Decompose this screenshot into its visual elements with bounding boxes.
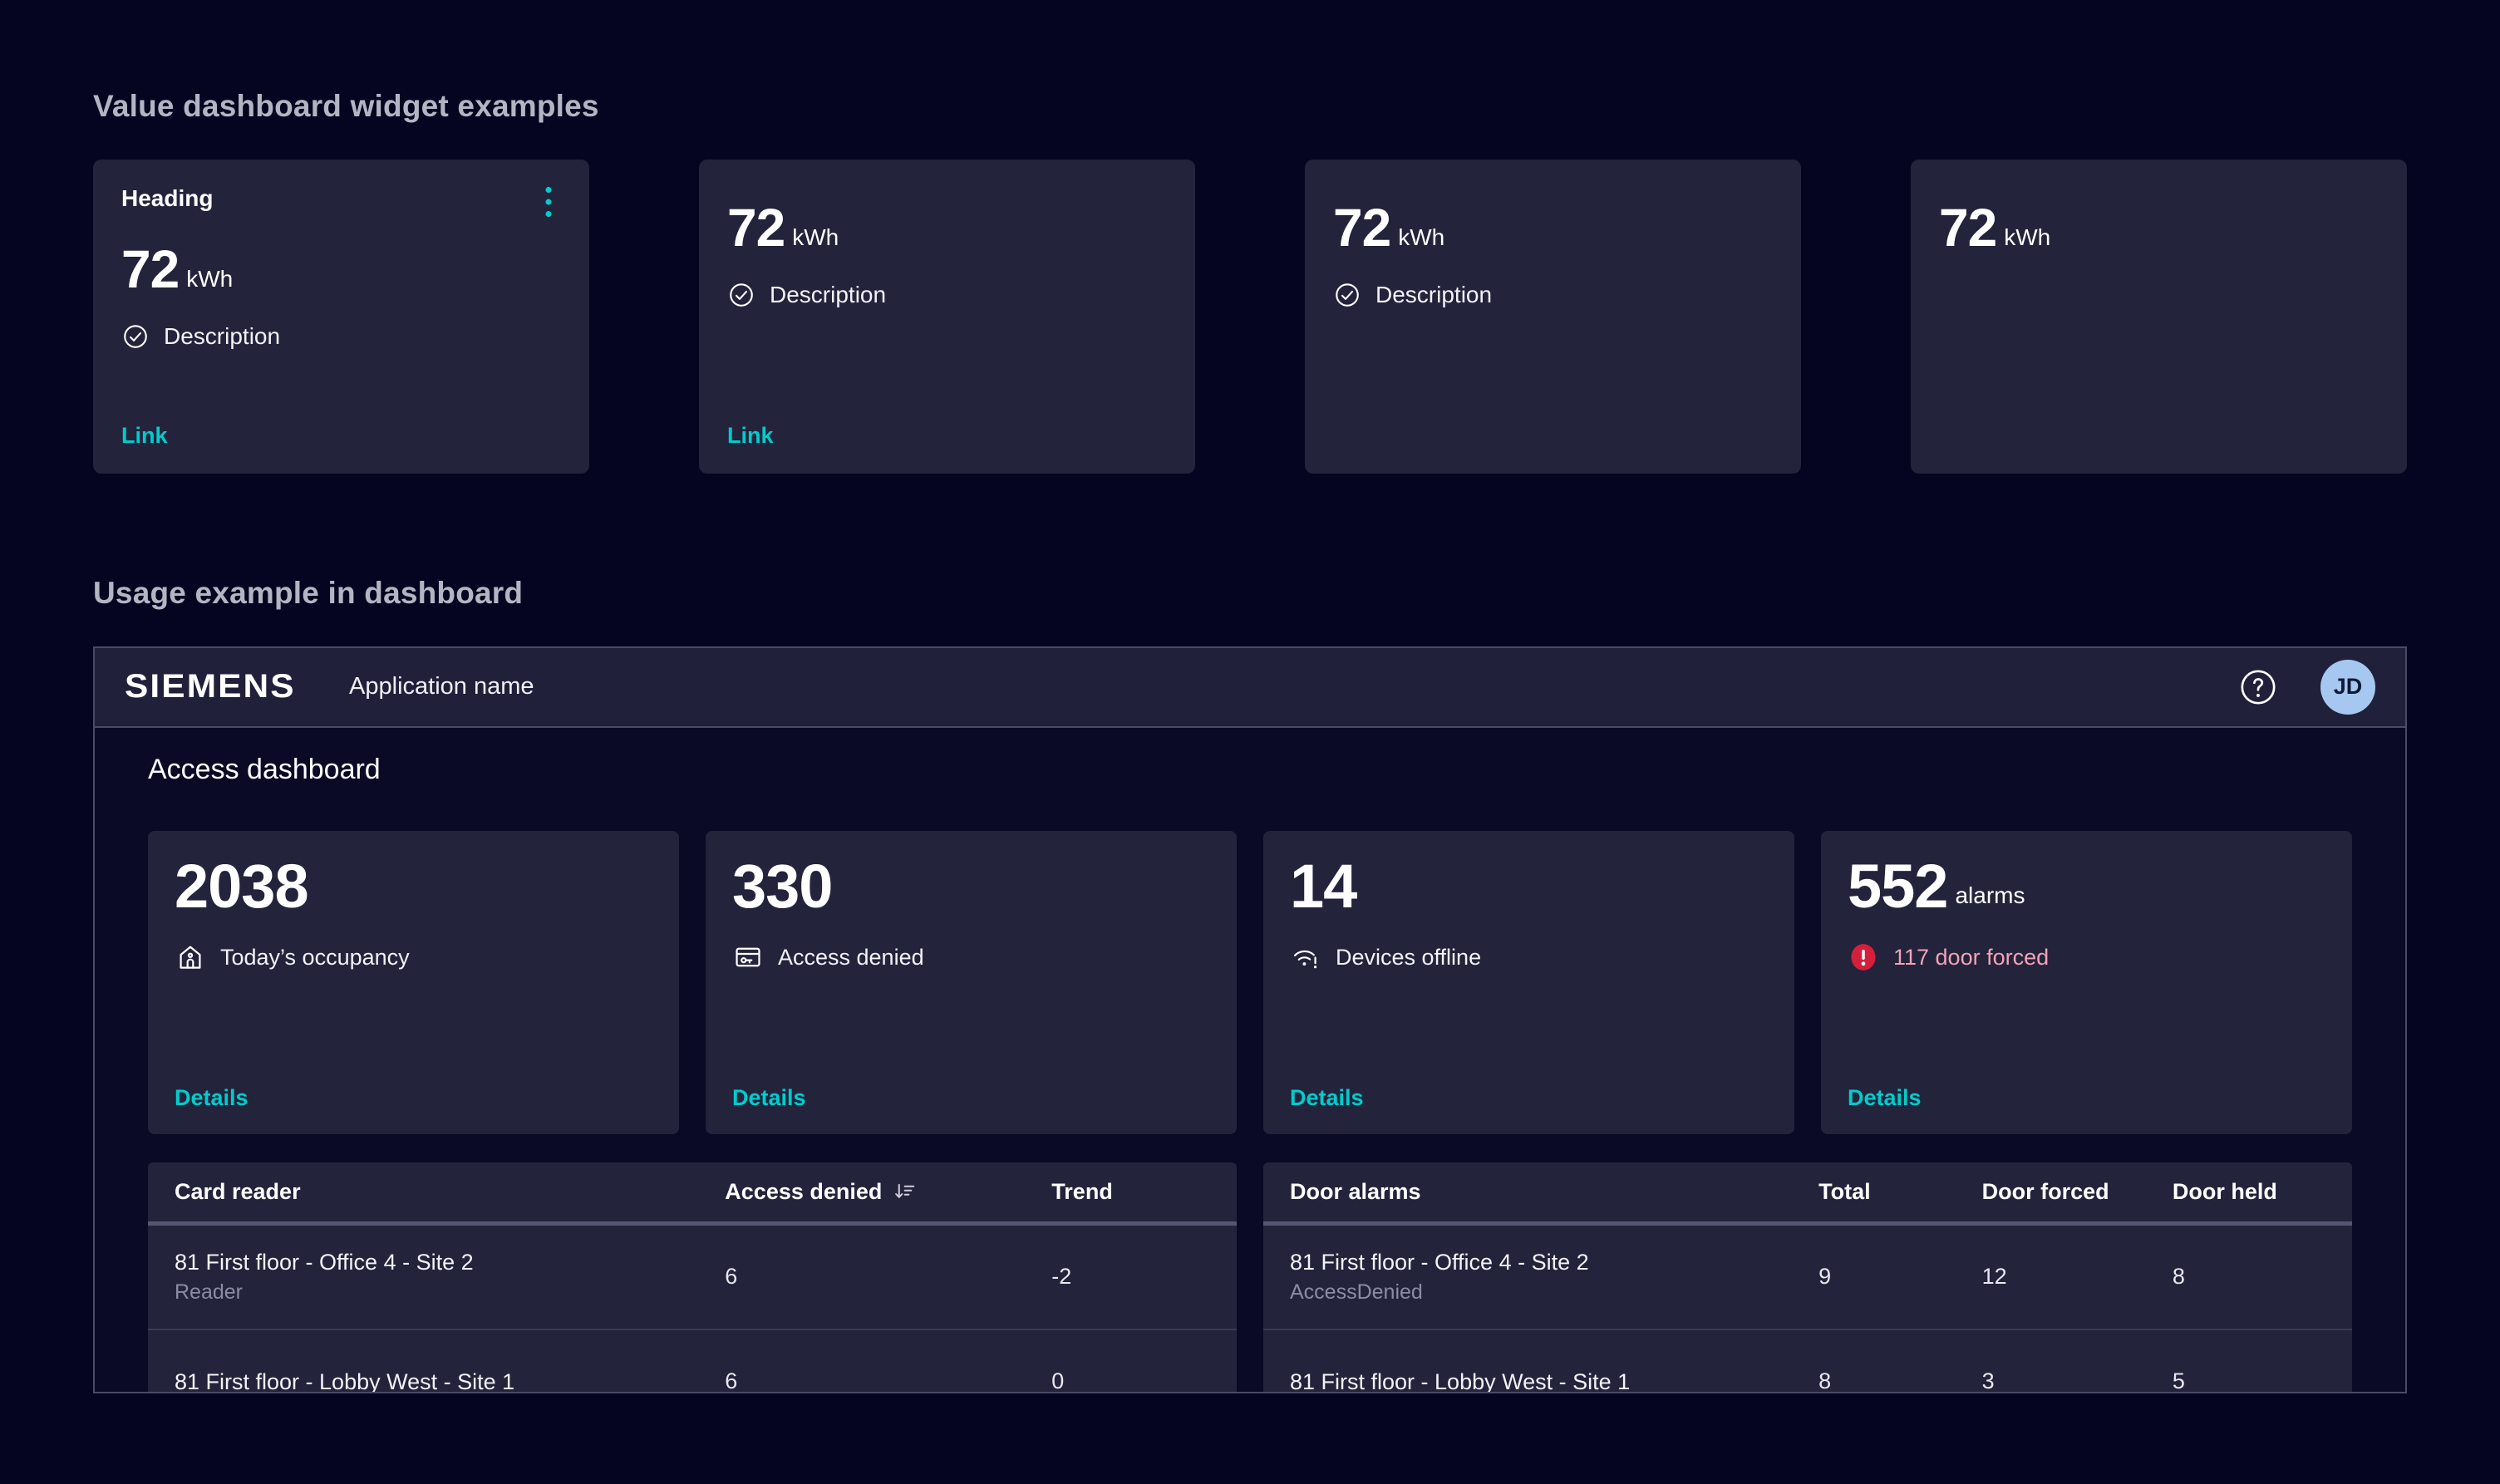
- row-name: 81 First floor - Lobby West - Site 1: [175, 1369, 515, 1393]
- widget-unit: kWh: [792, 224, 839, 250]
- tables-row: Card reader Access denied Trend 81 First…: [148, 1162, 2352, 1393]
- widget-value: 72: [1333, 198, 1391, 258]
- circle-check-icon: [121, 322, 150, 351]
- details-link[interactable]: Details: [1290, 1084, 1364, 1110]
- widget-card-link: 72 kWh Description Link: [699, 160, 1195, 474]
- widget-description: Description: [164, 322, 281, 349]
- stat-label: Devices offline: [1336, 944, 1482, 970]
- table-header: Door alarms Total Door forced Door held: [1263, 1162, 2352, 1226]
- kebab-menu-icon[interactable]: [536, 184, 561, 219]
- table-row: 81 First floor - Lobby West - Site 1 8 3…: [1263, 1330, 2352, 1393]
- widget-heading: Heading: [121, 185, 214, 212]
- column-header-door-forced[interactable]: Door forced: [1981, 1178, 2109, 1204]
- row-total: 8: [1818, 1369, 1832, 1393]
- stat-value: 2038: [175, 851, 309, 921]
- app-frame: SIEMENS Application name JD Access dashb…: [93, 646, 2407, 1393]
- row-name: 81 First floor - Office 4 - Site 2: [1290, 1250, 1589, 1275]
- row-access-denied: 6: [725, 1264, 738, 1290]
- row-door-held: 5: [2172, 1369, 2185, 1393]
- row-name: 81 First floor - Lobby West - Site 1: [1290, 1369, 1631, 1393]
- alert-icon: [1848, 941, 1879, 973]
- widget-examples-row: Heading 72 kWh Description Link 72 kWh: [93, 160, 2407, 474]
- door-alarms-table: Door alarms Total Door forced Door held …: [1263, 1162, 2352, 1393]
- widget-unit: kWh: [1398, 224, 1445, 250]
- widget-card-description: 72 kWh Description: [1305, 160, 1801, 474]
- app-body: Access dashboard 2038 Today’s occupancy …: [95, 728, 2405, 1393]
- table-row: 81 First floor - Office 4 - Site 2 Reade…: [148, 1226, 1237, 1330]
- widget-link[interactable]: Link: [121, 423, 168, 449]
- column-header-total[interactable]: Total: [1818, 1178, 1871, 1204]
- section-title-widgets: Value dashboard widget examples: [93, 89, 599, 123]
- card-reader-table: Card reader Access denied Trend 81 First…: [148, 1162, 1237, 1393]
- app-header-bar: SIEMENS Application name JD: [95, 647, 2405, 728]
- column-header-access-denied[interactable]: Access denied: [725, 1179, 1051, 1205]
- help-icon[interactable]: [2239, 668, 2277, 706]
- stat-value: 552: [1848, 851, 1948, 921]
- row-door-held: 8: [2172, 1264, 2185, 1290]
- row-door-forced: 3: [1981, 1369, 1995, 1393]
- siemens-logo: SIEMENS: [125, 668, 296, 705]
- stat-cards-row: 2038 Today’s occupancy Details 330: [148, 830, 2352, 1134]
- access-card-icon: [732, 941, 764, 973]
- widget-description: Description: [770, 281, 887, 307]
- widget-unit: kWh: [186, 265, 234, 292]
- circle-check-icon: [1333, 281, 1361, 309]
- row-name: 81 First floor - Office 4 - Site 2: [175, 1250, 474, 1275]
- stat-card-occupancy: 2038 Today’s occupancy Details: [148, 830, 679, 1134]
- table-row: 81 First floor - Lobby West - Site 1 6 0: [148, 1330, 1237, 1393]
- table-header: Card reader Access denied Trend: [148, 1162, 1237, 1226]
- widget-link[interactable]: Link: [727, 423, 774, 449]
- stat-label: Today’s occupancy: [220, 944, 410, 970]
- stat-card-devices-offline: 14 Devices offline Details: [1263, 830, 1794, 1134]
- stat-card-access-denied: 330 Access denied Details: [706, 830, 1237, 1134]
- application-name: Application name: [349, 673, 534, 700]
- column-header-card-reader[interactable]: Card reader: [175, 1178, 301, 1204]
- stat-card-alarms: 552 alarms 117 door forced Details: [1821, 830, 2352, 1134]
- stat-value: 330: [732, 851, 833, 921]
- sort-descending-icon: [892, 1179, 917, 1204]
- row-access-denied: 6: [725, 1369, 738, 1393]
- widget-card-minimal: 72 kWh: [1911, 160, 2407, 474]
- stat-unit: alarms: [1955, 882, 2025, 909]
- widget-card-heading: Heading 72 kWh Description Link: [93, 160, 589, 474]
- avatar[interactable]: JD: [2320, 659, 2375, 715]
- row-trend: 0: [1051, 1369, 1065, 1393]
- row-trend: -2: [1051, 1264, 1072, 1290]
- stat-value: 14: [1290, 851, 1357, 921]
- stat-label: 117 door forced: [1893, 944, 2050, 970]
- widget-value: 72: [727, 198, 785, 258]
- details-link[interactable]: Details: [175, 1084, 249, 1110]
- occupancy-icon: [175, 941, 206, 973]
- column-header-trend[interactable]: Trend: [1051, 1178, 1113, 1204]
- widget-description: Description: [1375, 281, 1493, 307]
- row-sublabel: Reader: [175, 1280, 243, 1305]
- details-link[interactable]: Details: [1848, 1084, 1922, 1110]
- stat-label: Access denied: [778, 944, 924, 970]
- table-row: 81 First floor - Office 4 - Site 2 Acces…: [1263, 1226, 2352, 1330]
- row-sublabel: AccessDenied: [1290, 1280, 1423, 1305]
- details-link[interactable]: Details: [732, 1084, 806, 1110]
- row-total: 9: [1818, 1264, 1832, 1290]
- row-door-forced: 12: [1981, 1264, 2007, 1290]
- page-title: Access dashboard: [148, 753, 381, 785]
- widget-value: 72: [1939, 198, 1997, 258]
- circle-check-icon: [727, 281, 755, 309]
- widget-unit: kWh: [2004, 224, 2051, 250]
- column-header-door-held[interactable]: Door held: [2172, 1178, 2277, 1204]
- wifi-offline-icon: [1290, 941, 1321, 973]
- column-header-door-alarms[interactable]: Door alarms: [1290, 1178, 1421, 1204]
- section-title-usage: Usage example in dashboard: [93, 576, 524, 611]
- widget-value: 72: [121, 239, 180, 300]
